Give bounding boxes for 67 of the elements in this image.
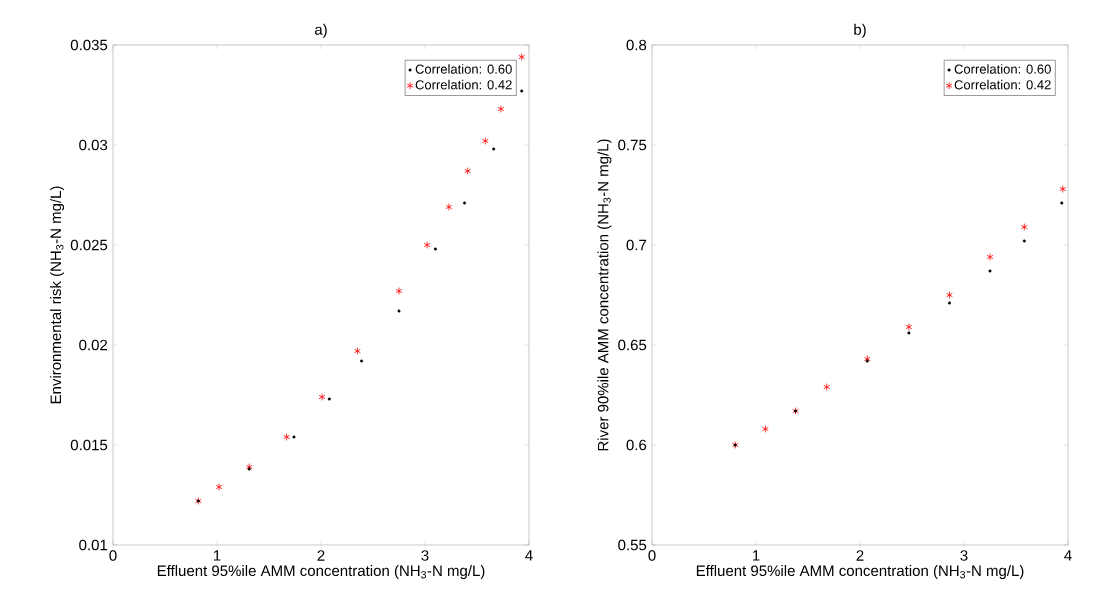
x-tick-label: 2 xyxy=(317,550,325,561)
y-tick-label: 0.55 xyxy=(618,539,647,551)
x-tick-label: 1 xyxy=(752,550,760,561)
point xyxy=(1022,239,1026,243)
y-tick-label: 0.01 xyxy=(79,539,108,551)
point xyxy=(464,167,471,175)
point xyxy=(395,287,403,295)
point xyxy=(865,359,869,363)
x-tick-label: 0 xyxy=(648,550,656,561)
legend-label: Correlation: 0.42 xyxy=(415,79,512,90)
y-tick-label: 0.65 xyxy=(618,339,647,351)
point xyxy=(247,467,251,471)
x-tick-label: 3 xyxy=(960,550,968,561)
point xyxy=(215,483,223,491)
point xyxy=(463,201,467,205)
point xyxy=(423,241,431,249)
legend-label: Correlation: 0.60 xyxy=(415,64,512,74)
x-tick-label: 0 xyxy=(109,550,117,561)
point xyxy=(907,331,911,335)
point xyxy=(1059,185,1067,193)
point xyxy=(520,89,524,93)
x-tick-label: 4 xyxy=(525,550,533,561)
y-axis-title: River 90%ile AMM concentration (NH$_{3}$-N mg/L) xyxy=(597,139,612,451)
point xyxy=(497,105,505,113)
legend-label: Correlation: 0.42 xyxy=(954,79,1051,90)
x-tick-label: 2 xyxy=(856,550,864,561)
point xyxy=(360,359,364,363)
x-tick-label: 4 xyxy=(1064,550,1072,561)
point xyxy=(518,53,526,61)
chart-title: b) xyxy=(854,23,866,38)
y-tick-label: 0.75 xyxy=(618,139,647,151)
point xyxy=(905,323,913,331)
point xyxy=(327,397,331,401)
point xyxy=(863,355,871,363)
point xyxy=(397,309,401,313)
x-tick-label: 3 xyxy=(421,550,429,561)
point xyxy=(283,433,291,441)
point xyxy=(946,291,953,299)
point xyxy=(947,301,951,305)
point xyxy=(492,147,496,151)
point xyxy=(445,203,453,211)
point xyxy=(481,137,489,145)
x-axis-title: Effluent 95%ile AMM concentration (NH$_{3}$-N mg/L) xyxy=(696,565,1024,579)
y-tick-label: 0.02 xyxy=(79,339,108,351)
point xyxy=(433,247,437,251)
x-axis-title: Effluent 95%ile AMM concentration (NH$_{3}$-N mg/L) xyxy=(157,565,485,579)
point xyxy=(292,435,296,439)
y-axis-title: Environmental risk (NH$_{3}$-N mg/L) xyxy=(50,186,65,404)
point xyxy=(1020,223,1028,231)
chart-title: a) xyxy=(314,23,327,38)
point xyxy=(354,347,361,355)
y-tick-label: 0.015 xyxy=(70,439,108,451)
y-tick-label: 0.7 xyxy=(626,239,647,251)
point xyxy=(986,253,994,261)
point xyxy=(245,463,253,471)
point xyxy=(988,269,992,273)
y-tick-label: 0.03 xyxy=(79,139,108,151)
y-tick-label: 0.6 xyxy=(626,439,647,451)
point xyxy=(318,393,326,401)
legend-label: Correlation: 0.60 xyxy=(954,64,1051,74)
y-tick-label: 0.025 xyxy=(70,239,108,251)
x-tick-label: 1 xyxy=(213,550,221,561)
y-tick-label: 0.035 xyxy=(70,39,108,51)
point xyxy=(762,425,769,433)
y-tick-label: 0.8 xyxy=(626,39,647,51)
point xyxy=(823,383,831,391)
point xyxy=(1060,201,1064,205)
